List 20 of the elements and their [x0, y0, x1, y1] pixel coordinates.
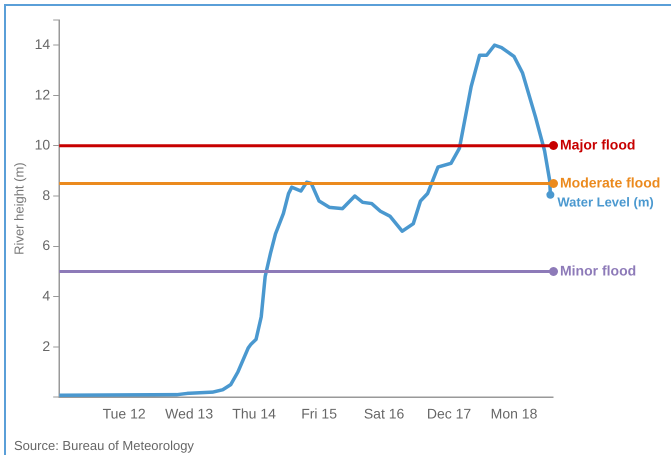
x-tick-label: Fri 15	[301, 405, 338, 422]
x-tick-label: Sat 16	[364, 405, 405, 422]
x-tick-label: Wed 13	[165, 405, 214, 422]
y-tick-label: 14	[34, 36, 50, 52]
y-tick-label: 6	[42, 237, 50, 254]
series-label: Water Level (m)	[557, 194, 654, 210]
ref-line-label: Minor flood	[560, 262, 636, 278]
ref-line-label: Major flood	[560, 136, 636, 153]
y-tick-label: 10	[34, 136, 50, 153]
source-note: Source: Bureau of Meteorology	[14, 438, 194, 453]
x-tick-label: Dec 17	[426, 405, 472, 422]
y-tick-label: 2	[42, 338, 50, 354]
y-axis-title: River height (m)	[11, 162, 26, 255]
x-tick-label: Mon 18	[490, 405, 538, 422]
x-tick-label: Tue 12	[102, 405, 146, 422]
y-tick-label: 4	[42, 287, 50, 304]
y-tick-label: 12	[34, 86, 50, 102]
x-tick-label: Thu 14	[232, 405, 276, 422]
ref-line-label: Moderate flood	[560, 174, 660, 190]
y-tick-label: 8	[42, 186, 50, 203]
